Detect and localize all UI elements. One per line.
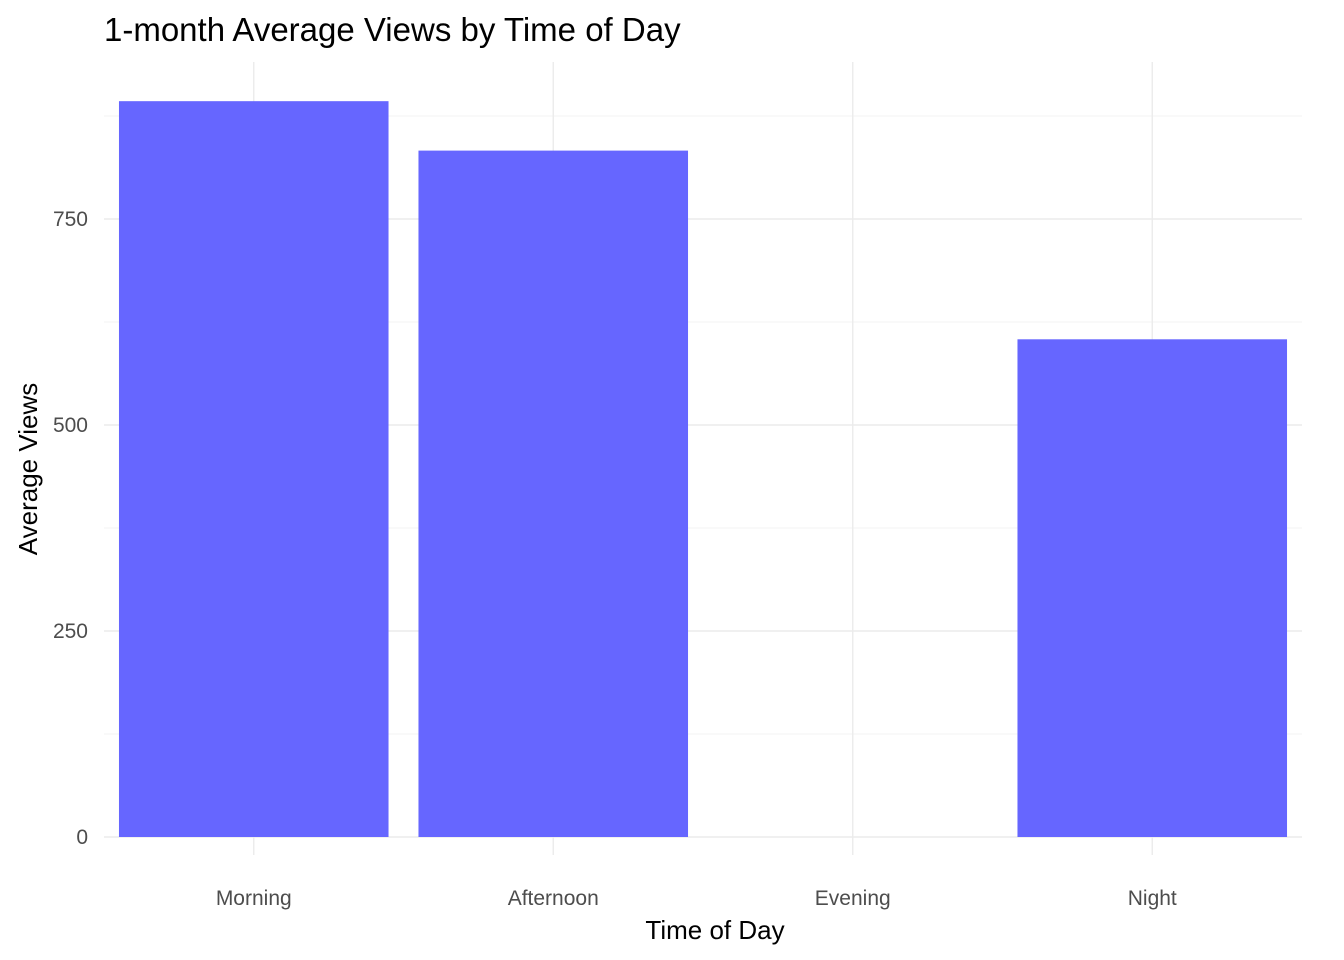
y-tick-label: 250 xyxy=(53,620,88,643)
y-tick-label: 0 xyxy=(76,826,88,849)
y-axis-tick-labels: 0 250 500 750 xyxy=(53,208,88,849)
bars xyxy=(118,101,1288,838)
y-axis-title: Average Views xyxy=(13,383,43,555)
y-tick-label: 750 xyxy=(53,208,88,231)
bar-morning xyxy=(118,101,389,838)
y-tick-label: 500 xyxy=(53,414,88,437)
x-axis-title: Time of Day xyxy=(645,915,784,945)
chart-title: 1-month Average Views by Time of Day xyxy=(104,11,681,48)
x-axis-tick-labels: Morning Afternoon Evening Night xyxy=(216,887,1177,910)
x-tick-label-afternoon: Afternoon xyxy=(508,887,599,910)
bar-afternoon xyxy=(418,150,689,837)
x-tick-label-morning: Morning xyxy=(216,887,292,910)
x-tick-label-evening: Evening xyxy=(815,887,891,910)
x-tick-label-night: Night xyxy=(1128,887,1177,910)
bar-night xyxy=(1017,339,1288,837)
